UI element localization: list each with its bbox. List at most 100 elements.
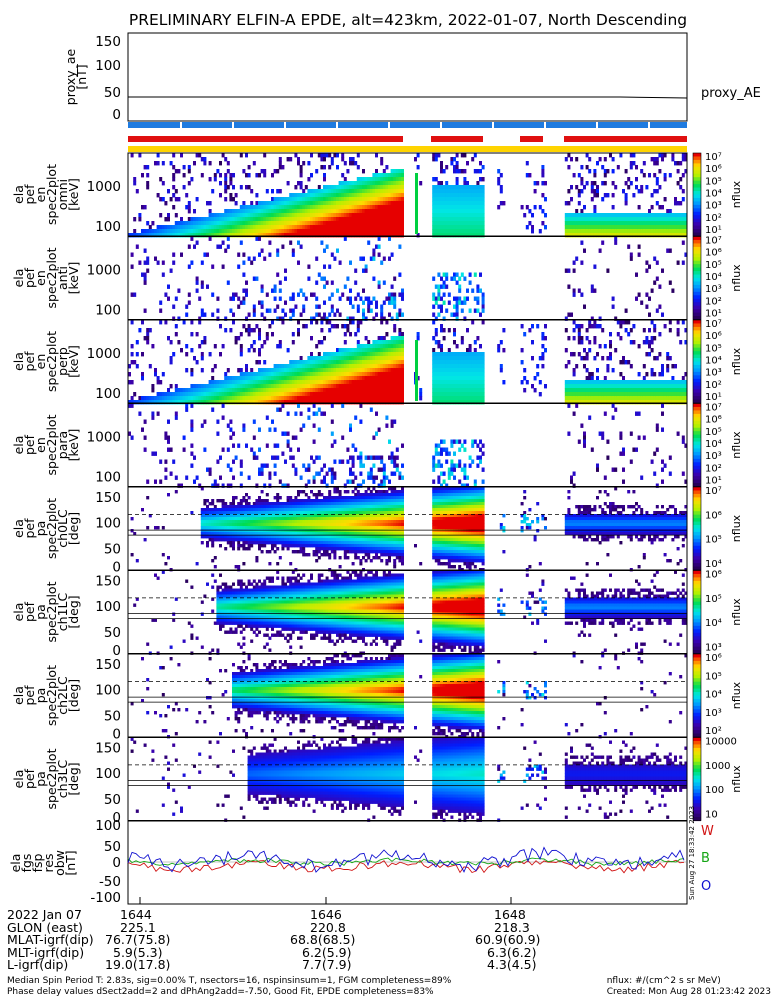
spectrogram-cell xyxy=(133,181,137,186)
spectrogram-cell xyxy=(367,225,371,230)
colorbar-segment xyxy=(693,340,701,345)
spectrogram-cell xyxy=(200,352,204,357)
spectrogram-cell xyxy=(172,205,176,210)
spectrogram-cell xyxy=(289,447,293,452)
spectrogram-cell xyxy=(432,352,436,357)
spectrogram-cell xyxy=(336,229,339,234)
spectrogram-cell xyxy=(304,213,308,218)
spectrogram-cell xyxy=(609,380,612,385)
spectrogram-cell xyxy=(460,213,464,218)
spectrogram-cell xyxy=(271,419,274,424)
spectrogram-cell xyxy=(291,308,295,313)
spectrogram-cell xyxy=(481,233,485,238)
spectrogram-cell xyxy=(330,356,334,361)
spectrogram-cell xyxy=(317,205,321,210)
spectrogram-cell xyxy=(567,217,571,222)
spectrogram-cell xyxy=(395,340,399,345)
spectrogram-cell xyxy=(453,157,456,162)
spectrogram-cell xyxy=(453,213,456,218)
spectrogram-cell xyxy=(367,181,371,186)
spectrogram-cell xyxy=(645,268,649,273)
spectrogram-cell xyxy=(284,431,287,436)
spectrogram-cell xyxy=(390,336,394,341)
spectrogram-cell xyxy=(572,368,576,373)
spectrogram-cell xyxy=(362,316,365,321)
spectrogram-cell xyxy=(681,213,685,218)
spectrogram-cell xyxy=(588,396,592,401)
spectrogram-cell xyxy=(315,455,319,460)
spectrogram-cell xyxy=(367,348,371,353)
spectrogram-cell xyxy=(572,400,576,405)
spectrogram-cell xyxy=(304,185,308,190)
spectrogram-cell xyxy=(312,233,316,238)
spectrogram-cell xyxy=(395,213,399,218)
spectrogram-cell xyxy=(284,368,287,373)
spectrogram-cell xyxy=(442,356,446,361)
spectrogram-cell xyxy=(208,517,212,521)
spectrogram-cell xyxy=(278,280,282,285)
spectrogram-cell xyxy=(437,368,441,373)
spectrogram-cell xyxy=(398,372,402,377)
spectrogram-cell xyxy=(195,475,199,480)
spectrogram-cell xyxy=(385,173,389,178)
spectrogram-cell xyxy=(164,475,168,480)
spectrogram-cell xyxy=(258,384,261,389)
spectrogram-cell xyxy=(164,392,168,397)
spectrogram-cell xyxy=(291,229,295,234)
spectrogram-cell xyxy=(193,244,196,249)
spectrogram-cell xyxy=(325,209,329,214)
spectrogram-cell xyxy=(273,368,277,373)
spectrogram-cell xyxy=(307,205,311,210)
spectrogram-cell xyxy=(229,225,233,230)
spectrogram-cell xyxy=(390,348,394,353)
spectrogram-cell xyxy=(577,336,581,341)
spectrogram-cell xyxy=(390,380,394,385)
spectrogram-cell xyxy=(380,376,384,381)
spectrogram-cell xyxy=(463,181,467,186)
spectrogram-cell xyxy=(278,233,282,238)
spectrogram-cell xyxy=(481,320,485,325)
spectrogram-cell xyxy=(635,165,638,170)
spectrogram-cell xyxy=(213,380,217,385)
spectrogram-cell xyxy=(393,173,397,178)
spectrogram-cell xyxy=(445,229,449,234)
spectrogram-cell xyxy=(289,229,293,234)
spectrogram-cell xyxy=(213,229,217,234)
spectrogram-cell xyxy=(286,483,290,488)
spectrogram-cell xyxy=(609,217,612,222)
spectrogram-cell xyxy=(226,233,230,238)
spectrogram-cell xyxy=(476,376,480,381)
spectrogram-cell xyxy=(380,467,384,472)
spectrogram-cell xyxy=(161,197,165,202)
spectrogram-cell xyxy=(588,372,592,377)
spectrogram-cell xyxy=(354,213,358,218)
spectrogram-cell xyxy=(471,193,475,198)
spectrogram-cell xyxy=(388,292,391,297)
spectrogram-cell xyxy=(291,209,295,214)
spectrogram-cell xyxy=(681,173,685,178)
spectrogram-cell xyxy=(323,201,326,206)
spectrogram-cell xyxy=(658,380,662,385)
spectrogram-cell xyxy=(143,280,147,285)
spectrogram-cell xyxy=(310,384,313,389)
spectrogram-cell xyxy=(395,447,399,452)
spectrogram-cell xyxy=(455,233,459,238)
spectrogram-cell xyxy=(328,233,332,238)
spectrogram-cell xyxy=(164,292,168,297)
spectrogram-cell xyxy=(460,360,464,365)
spectrogram-cell xyxy=(577,288,581,293)
spectrogram-cell xyxy=(440,384,443,389)
spectrogram-cell xyxy=(432,209,436,214)
energy-ylabel-line: en xyxy=(33,354,48,370)
spectrogram-cell xyxy=(450,225,454,230)
spectrogram-cell xyxy=(432,320,436,325)
spectrogram-cell xyxy=(567,403,571,408)
spectrogram-cell xyxy=(458,276,462,281)
spectrogram-cell xyxy=(458,479,462,484)
spectrogram-cell xyxy=(346,276,350,281)
spectrogram-cell xyxy=(481,308,485,313)
spectrogram-cell xyxy=(315,193,319,198)
spectrogram-cell xyxy=(622,376,625,381)
spectrogram-cell xyxy=(302,193,306,198)
spectrogram-cell xyxy=(278,396,282,401)
